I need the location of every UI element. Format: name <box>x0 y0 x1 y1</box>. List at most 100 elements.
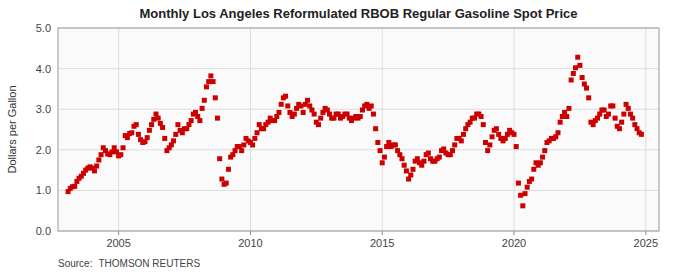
point <box>373 126 378 131</box>
point <box>481 122 486 127</box>
point <box>129 130 134 135</box>
point <box>450 148 455 153</box>
point <box>94 164 99 169</box>
point <box>577 63 582 68</box>
point <box>369 103 374 108</box>
point <box>621 112 626 117</box>
point <box>92 168 97 173</box>
point <box>531 167 536 172</box>
point <box>204 84 209 89</box>
x-tick-label: 2025 <box>634 237 658 249</box>
point <box>255 130 260 135</box>
point <box>426 151 431 156</box>
point <box>566 106 571 111</box>
point <box>602 108 607 113</box>
grid-line-x <box>514 28 515 231</box>
point <box>421 159 426 164</box>
grid-line-x <box>250 28 251 231</box>
point <box>241 142 246 147</box>
point <box>279 102 284 107</box>
point <box>580 75 585 80</box>
x-tick-label: 2010 <box>238 237 262 249</box>
grid-line-x <box>118 28 119 231</box>
point <box>189 118 194 123</box>
point <box>312 112 317 117</box>
point <box>525 185 530 190</box>
point <box>283 94 288 99</box>
point <box>571 71 576 76</box>
point <box>215 116 220 121</box>
x-tick-label: 2020 <box>502 237 526 249</box>
point <box>610 103 615 108</box>
point <box>200 106 205 111</box>
point <box>393 142 398 147</box>
grid-line-x <box>645 28 646 231</box>
point <box>523 191 528 196</box>
point <box>485 148 490 153</box>
x-tick <box>382 231 383 235</box>
point <box>99 152 104 157</box>
point <box>483 140 488 145</box>
point <box>540 155 545 160</box>
point <box>136 132 141 137</box>
point <box>160 125 165 130</box>
point <box>529 177 534 182</box>
x-tick <box>118 231 119 235</box>
point <box>121 145 126 150</box>
point <box>584 86 589 91</box>
plot-frame <box>58 28 659 231</box>
y-tick-label: 3.0 <box>36 103 51 115</box>
point <box>301 110 306 115</box>
point <box>371 112 376 117</box>
point <box>145 135 150 140</box>
point <box>318 116 323 121</box>
point <box>285 103 290 108</box>
x-tick <box>514 231 515 235</box>
point <box>217 156 222 161</box>
point <box>239 148 244 153</box>
point <box>564 114 569 119</box>
point <box>512 132 517 137</box>
point <box>219 177 224 182</box>
point <box>487 142 492 147</box>
point <box>292 112 297 117</box>
point <box>72 184 77 189</box>
point <box>452 142 457 147</box>
point <box>252 136 257 141</box>
x-tick <box>250 231 251 235</box>
grid-line-y <box>58 149 659 150</box>
point <box>375 140 380 145</box>
chart: 0.01.02.03.04.05.020052010201520202025Mo… <box>0 0 675 275</box>
point <box>606 112 611 117</box>
point <box>404 168 409 173</box>
grid-line-y <box>58 190 659 191</box>
point <box>490 134 495 139</box>
point <box>437 155 442 160</box>
point <box>202 98 207 103</box>
x-tick-label: 2015 <box>370 237 394 249</box>
point <box>516 181 521 186</box>
point <box>459 138 464 143</box>
point <box>175 122 180 127</box>
point <box>613 116 618 121</box>
point <box>586 95 591 100</box>
point <box>619 120 624 125</box>
points <box>66 55 644 209</box>
point <box>134 122 139 127</box>
point <box>206 79 211 84</box>
point <box>316 122 321 127</box>
point <box>514 144 519 149</box>
grid <box>58 28 659 231</box>
point <box>542 148 547 153</box>
point <box>518 193 523 198</box>
grid-line-y <box>58 68 659 69</box>
point <box>211 79 216 84</box>
point <box>96 157 101 162</box>
point <box>408 172 413 177</box>
plot-area <box>58 28 659 231</box>
grid-line-x <box>382 28 383 231</box>
point <box>226 167 231 172</box>
point <box>378 148 383 153</box>
point <box>558 120 563 125</box>
point <box>173 132 178 137</box>
